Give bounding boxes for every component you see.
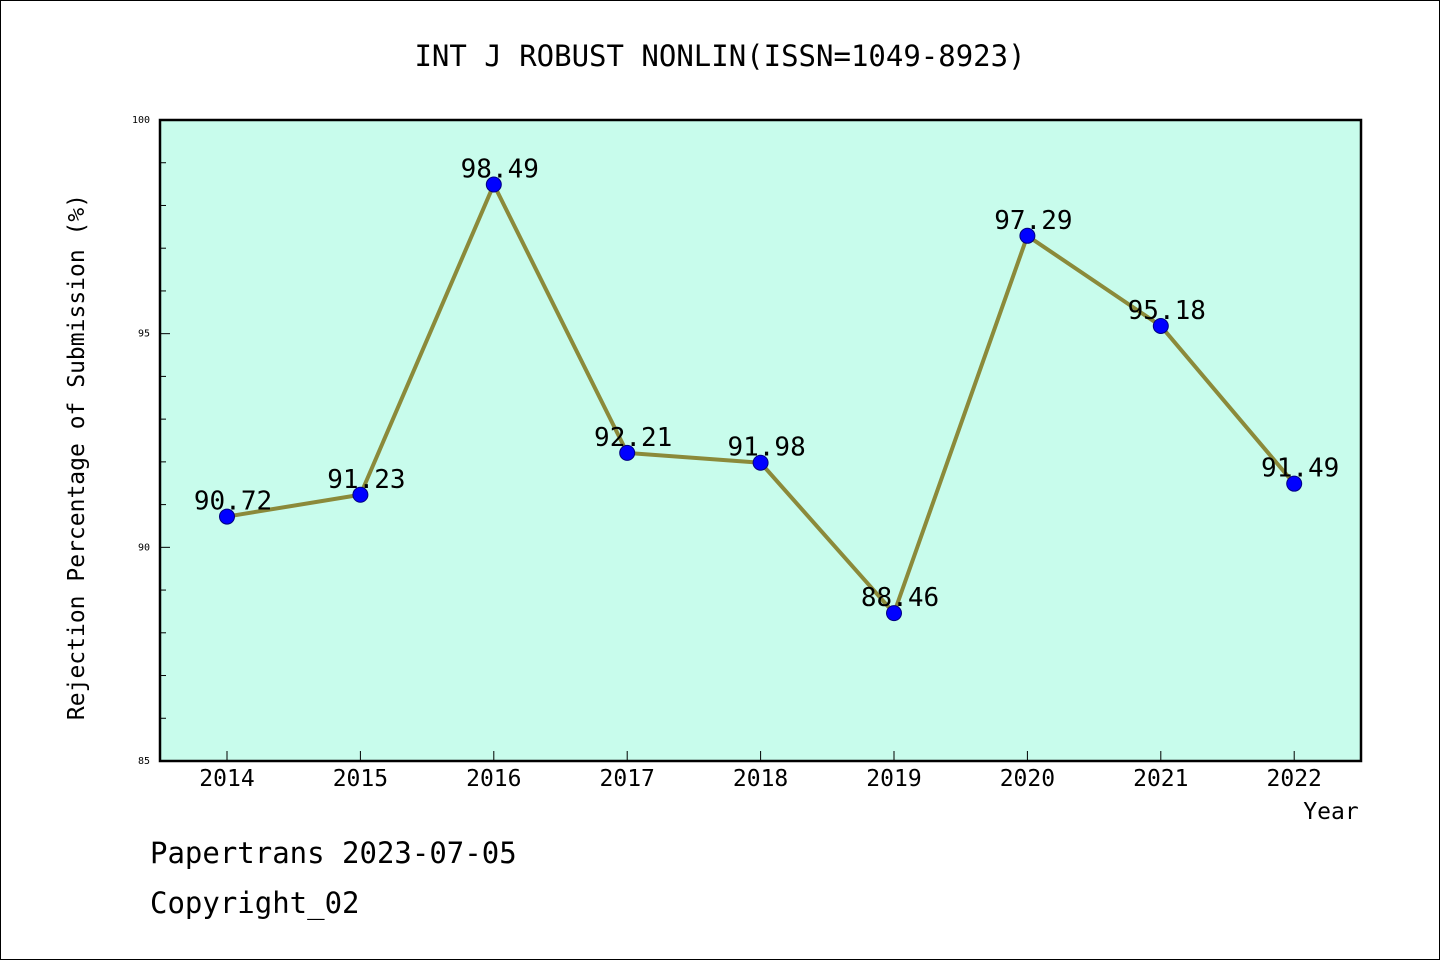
plot-area: [160, 120, 1361, 761]
x-tick-label: 2022: [1267, 766, 1322, 792]
footer-date: Papertrans 2023-07-05: [150, 836, 517, 870]
x-tick-label: 2020: [1000, 766, 1055, 792]
data-label-2017: 92.21: [594, 423, 672, 453]
data-point-2018: [752, 454, 769, 471]
chart-title: INT J ROBUST NONLIN(ISSN=1049-8923): [414, 39, 1025, 73]
y-tick-label: 85: [138, 756, 150, 767]
data-point-2021: [1152, 317, 1169, 334]
series-layer: 90.72 91.23 98.49 92.21 91.98 88.46 97.29 95.18…: [194, 155, 1339, 622]
data-point-2022: [1286, 475, 1303, 492]
x-axis-label: Year: [1303, 799, 1358, 825]
data-label-2016: 98.49: [461, 155, 539, 185]
y-axis-label: Rejection Percentage of Submission (%): [64, 194, 90, 720]
y-tick-label: 100: [132, 115, 150, 126]
data-label-2018: 91.98: [727, 433, 805, 463]
data-label-2022: 91.49: [1261, 454, 1339, 484]
x-tick-label: 2017: [600, 766, 655, 792]
footer-copyright: Copyright_02: [150, 886, 360, 921]
x-tick-label: 2018: [733, 766, 788, 792]
y-tick-label: 95: [138, 329, 150, 340]
data-point-2016: [485, 176, 502, 193]
x-tick-label: 2019: [866, 766, 921, 792]
data-point-2014: [219, 508, 235, 525]
data-label-2021: 95.18: [1128, 296, 1206, 326]
x-axis: 2014 2015 2016 2017 2018 2019 2020 2021 2022: [199, 751, 1322, 792]
data-point-2017: [619, 444, 636, 461]
data-point-2019: [886, 605, 902, 622]
data-label-2020: 97.29: [994, 206, 1072, 236]
plot-border: [158, 118, 1363, 763]
data-label-2019: 88.46: [861, 583, 939, 613]
x-tick-label: 2014: [199, 766, 254, 792]
x-tick-label: 2021: [1133, 766, 1188, 792]
y-tick-label: 90: [138, 542, 150, 553]
x-tick-label: 2016: [466, 766, 521, 792]
data-label-2014: 90.72: [194, 487, 272, 517]
data-point-2020: [1019, 227, 1036, 244]
data-point-2015: [352, 486, 369, 503]
x-tick-label: 2015: [333, 766, 388, 792]
data-label-2015: 91.23: [327, 465, 405, 495]
